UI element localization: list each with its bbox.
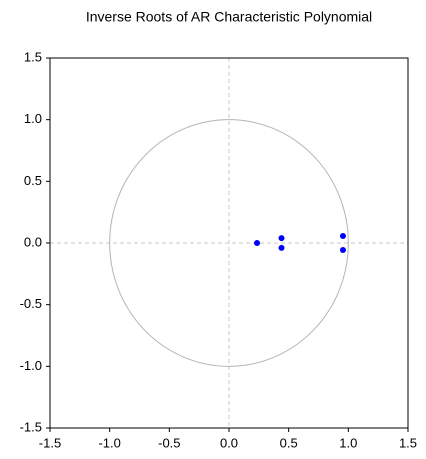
y-tick-label: -1.0 [20,358,42,373]
x-tick-label: -0.5 [158,435,180,450]
y-tick-label: 1.0 [24,111,42,126]
x-tick-label: -1.5 [39,435,61,450]
point [254,240,261,246]
point [339,247,346,254]
x-tick-label: -1.0 [98,435,120,450]
unit-circle [109,119,349,367]
x-tick-label: 1.5 [399,435,417,450]
point [339,232,346,239]
x-tick-label: 0.5 [280,435,298,450]
y-tick-label: 0.5 [24,173,42,188]
point [278,235,285,242]
x-tick-label: 1.0 [339,435,357,450]
point [278,244,285,251]
y-tick-label: -0.5 [20,296,42,311]
x-tick-label: 0.0 [220,435,238,450]
y-tick-label: 0.0 [24,234,42,249]
y-tick-label: 1.5 [24,49,42,64]
chart-title: Inverse Roots of AR Characteristic Polyn… [86,9,372,25]
y-tick-label: -1.5 [20,419,42,434]
